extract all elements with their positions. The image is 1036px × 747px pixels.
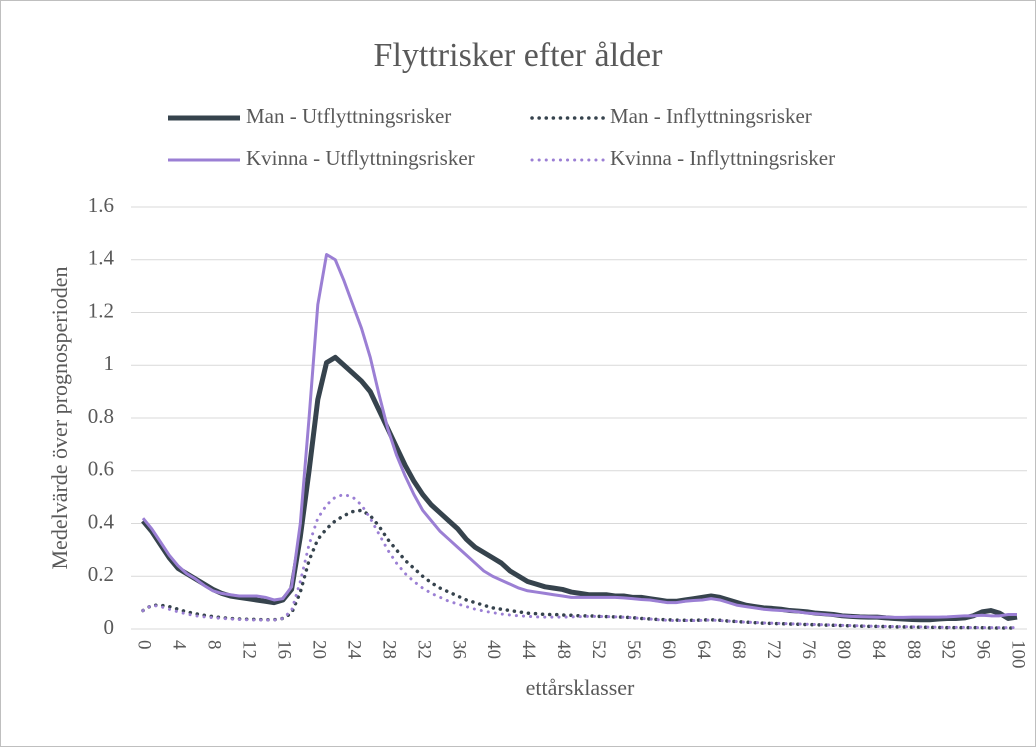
x-tick-label: 28 bbox=[378, 640, 399, 659]
y-tick-label: 1.4 bbox=[88, 246, 115, 270]
y-tick-label: 1.6 bbox=[88, 193, 114, 217]
chart-title: Flyttrisker efter ålder bbox=[374, 37, 664, 74]
y-tick-label: 0.4 bbox=[88, 509, 115, 533]
x-tick-label: 80 bbox=[833, 640, 854, 659]
x-tick-label: 72 bbox=[763, 640, 784, 659]
x-tick-label: 64 bbox=[693, 640, 714, 660]
x-tick-label: 92 bbox=[938, 640, 959, 659]
x-tick-label: 4 bbox=[169, 640, 190, 650]
series-line bbox=[141, 252, 1017, 619]
x-axis-label: ettårsklasser bbox=[526, 675, 635, 700]
x-tick-label: 8 bbox=[204, 640, 225, 650]
legend-label: Kvinna - Inflyttningsrisker bbox=[610, 146, 835, 170]
x-tick-label: 36 bbox=[448, 640, 469, 659]
x-tick-label: 84 bbox=[868, 640, 889, 660]
x-tick-label: 100 bbox=[1008, 640, 1029, 669]
y-tick-label: 0.2 bbox=[88, 562, 114, 586]
x-tick-label: 76 bbox=[798, 640, 819, 659]
x-tick-label: 40 bbox=[483, 640, 504, 659]
legend-label: Kvinna - Utflyttningsrisker bbox=[246, 146, 475, 170]
x-tick-label: 24 bbox=[343, 640, 364, 660]
x-tick-label: 88 bbox=[903, 640, 924, 659]
y-axis-label: Medelvärde över prognosperioden bbox=[47, 266, 72, 569]
series-line bbox=[141, 492, 1019, 630]
y-tick-label: 0.8 bbox=[88, 404, 114, 428]
x-tick-label: 20 bbox=[308, 640, 329, 659]
x-tick-label: 56 bbox=[623, 640, 644, 659]
x-tick-label: 16 bbox=[273, 640, 294, 659]
legend-label: Man - Inflyttningsrisker bbox=[610, 104, 812, 128]
x-tick-label: 12 bbox=[239, 640, 260, 659]
x-tick-label: 60 bbox=[658, 640, 679, 659]
x-tick-label: 96 bbox=[973, 640, 994, 659]
x-tick-label: 48 bbox=[553, 640, 574, 659]
y-tick-label: 1 bbox=[104, 351, 115, 375]
y-tick-label: 1.2 bbox=[88, 298, 114, 322]
legend-label: Man - Utflyttningsrisker bbox=[246, 104, 451, 128]
x-tick-label: 68 bbox=[728, 640, 749, 659]
x-tick-label: 44 bbox=[518, 640, 539, 660]
x-tick-label: 52 bbox=[588, 640, 609, 659]
x-tick-label: 32 bbox=[413, 640, 434, 659]
y-tick-label: 0.6 bbox=[88, 457, 114, 481]
x-tick-label: 0 bbox=[134, 640, 155, 650]
y-tick-label: 0 bbox=[104, 615, 115, 639]
